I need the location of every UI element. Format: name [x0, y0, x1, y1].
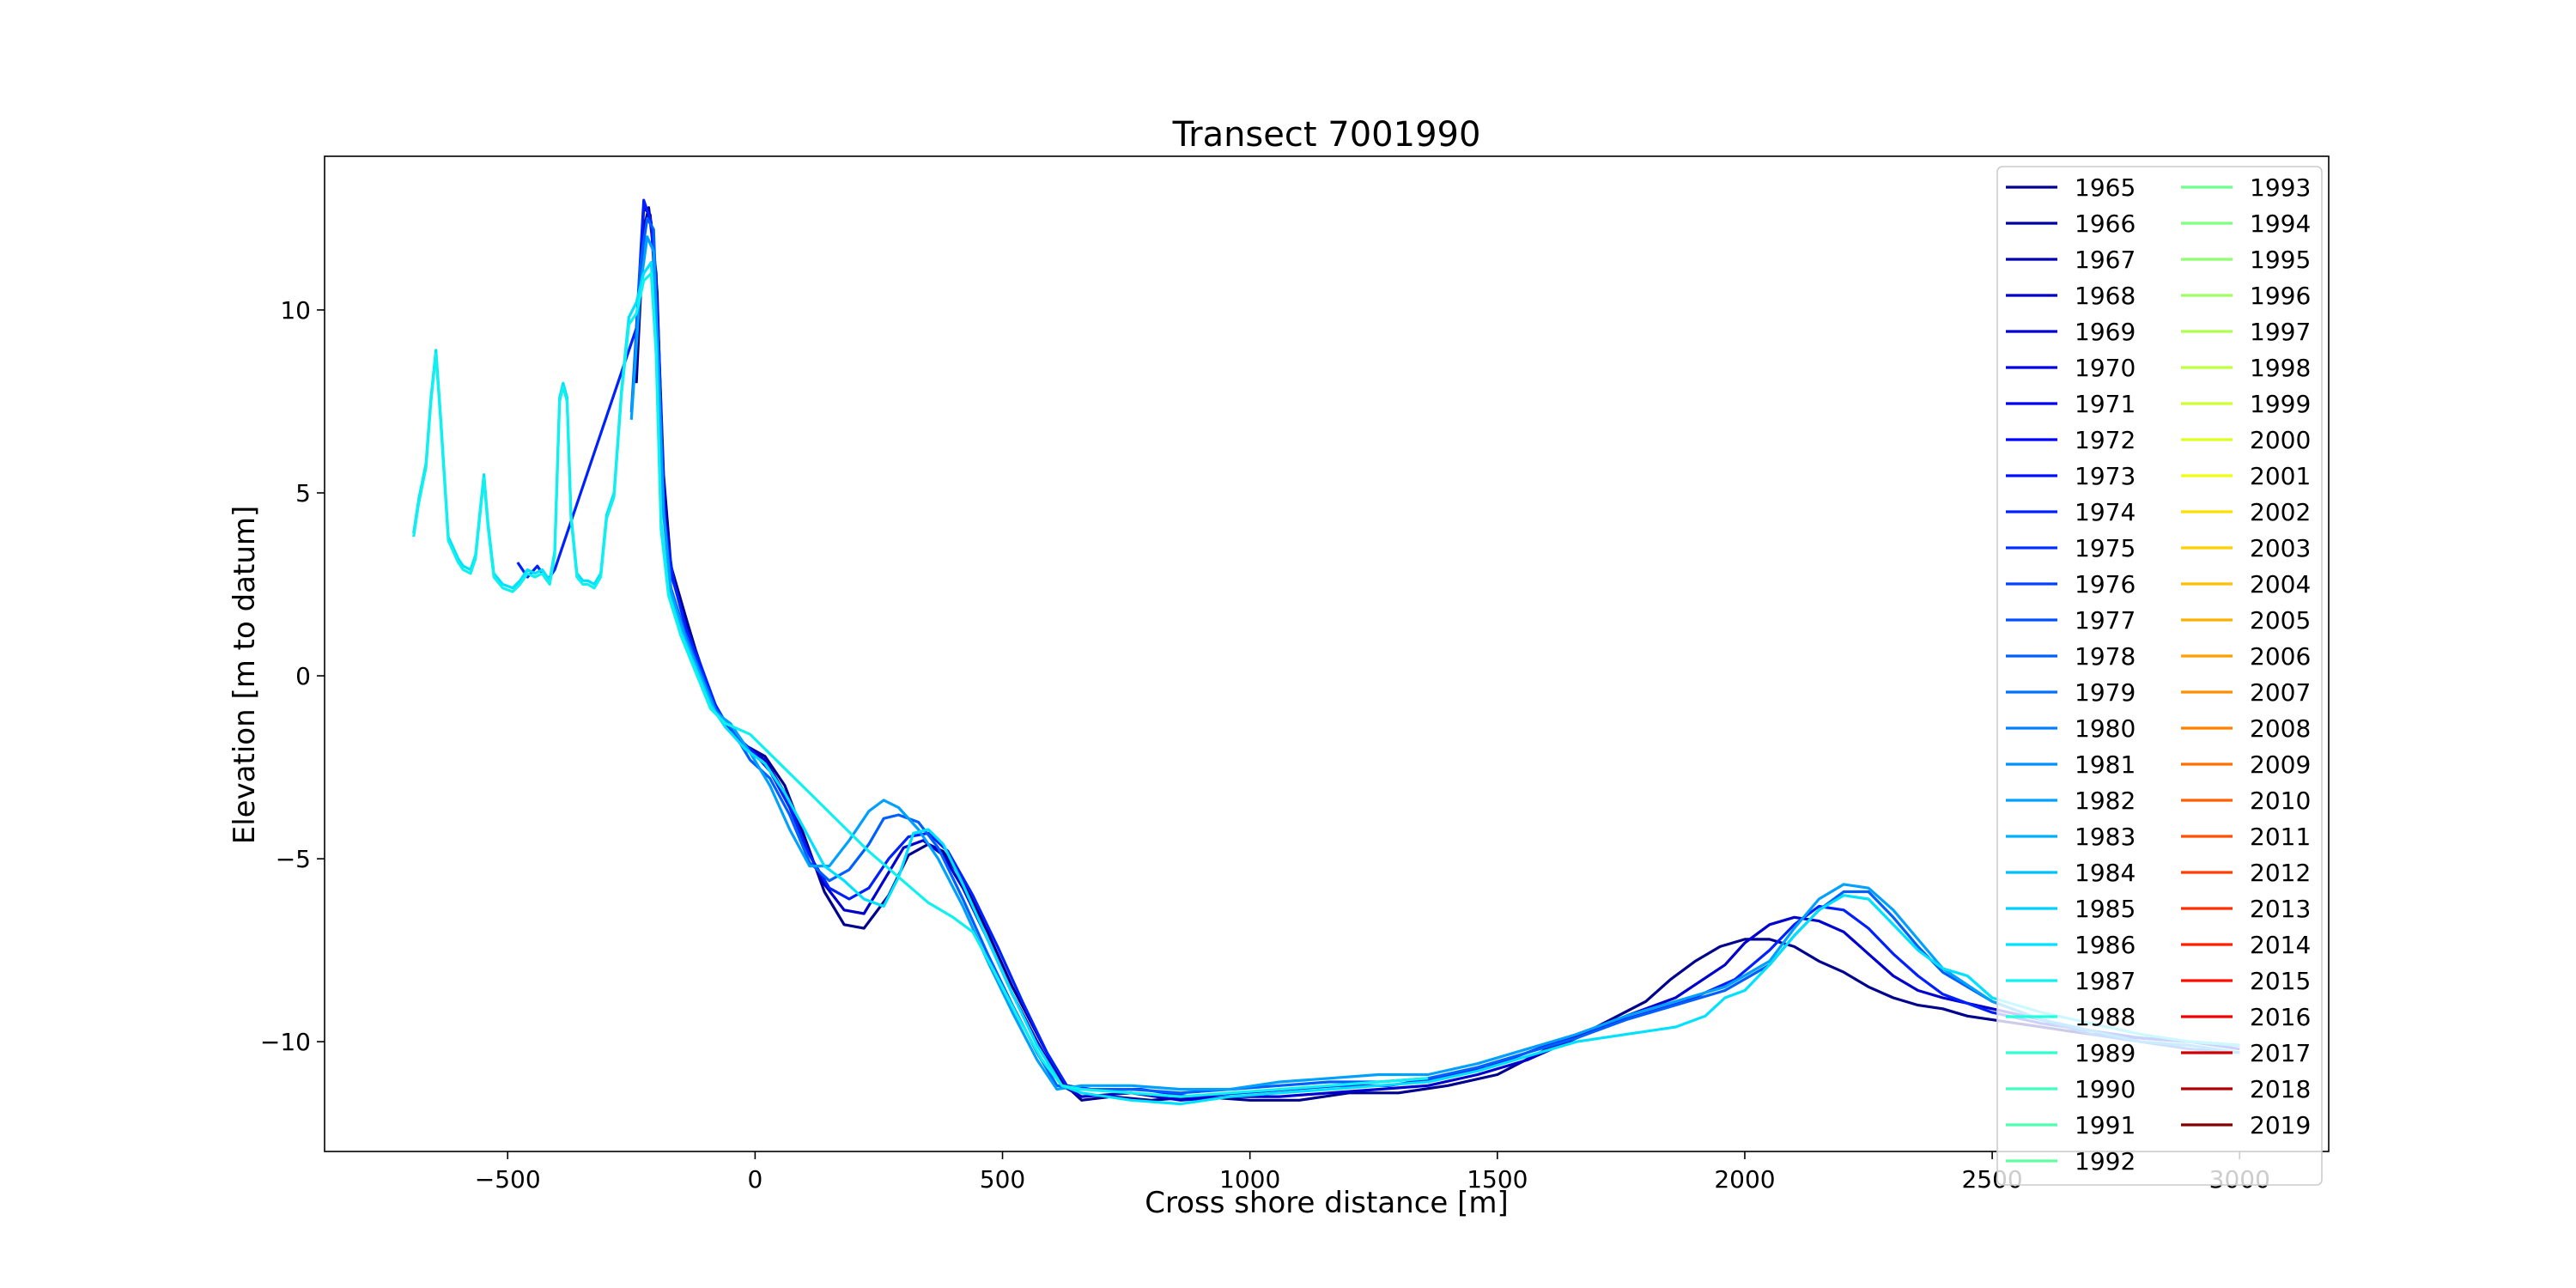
- legend-label: 1994: [2250, 210, 2311, 238]
- chart-title: Transect 7001990: [1172, 115, 1481, 155]
- y-axis-label: Elevation [m to datum]: [228, 506, 262, 845]
- x-tick-label: 1500: [1467, 1165, 1528, 1194]
- legend-label: 1980: [2075, 714, 2136, 743]
- legend-label: 2001: [2250, 462, 2311, 490]
- y-tick-label: −10: [260, 1028, 311, 1056]
- legend-label: 1984: [2075, 859, 2136, 887]
- legend: 1965 1966 1967 1968 1969 1970 1971 1972 1973 1974…: [1996, 166, 2323, 1186]
- y-tick-label: 0: [295, 662, 311, 690]
- legend-box: [1996, 166, 2323, 1186]
- legend-label: 1987: [2075, 967, 2136, 995]
- legend-label: 2000: [2250, 426, 2311, 454]
- legend-label: 2010: [2250, 787, 2311, 815]
- plot-frame: [324, 155, 2330, 1152]
- legend-label: 2018: [2250, 1075, 2311, 1103]
- legend-label: 1975: [2075, 534, 2136, 562]
- legend-label: 2009: [2250, 750, 2311, 779]
- legend-label: 2019: [2250, 1111, 2311, 1139]
- legend-label: 1965: [2075, 173, 2136, 202]
- legend-label: 1992: [2075, 1147, 2136, 1176]
- legend-label: 1985: [2075, 895, 2136, 923]
- legend-label: 1969: [2075, 318, 2136, 346]
- profile-line: [412, 271, 1429, 1098]
- y-tick-label: −5: [276, 845, 311, 873]
- legend-label: 1970: [2075, 354, 2136, 382]
- legend-label: 2017: [2250, 1039, 2311, 1067]
- x-tick-label: 1000: [1219, 1165, 1280, 1194]
- legend-label: 1993: [2250, 173, 2311, 202]
- legend-label: 2015: [2250, 967, 2311, 995]
- legend-label: 1972: [2075, 426, 2136, 454]
- profile-line: [412, 261, 2240, 1106]
- legend-label: 1966: [2075, 210, 2136, 238]
- legend-label: 2008: [2250, 714, 2311, 743]
- legend-label: 1977: [2075, 606, 2136, 635]
- x-tick-label: 500: [980, 1165, 1025, 1194]
- legend-label: 1981: [2075, 750, 2136, 779]
- legend-label: 2002: [2250, 498, 2311, 526]
- legend-label: 2006: [2250, 642, 2311, 671]
- legend-label: 1996: [2250, 282, 2311, 310]
- legend-label: 1983: [2075, 823, 2136, 851]
- legend-label: 1974: [2075, 498, 2136, 526]
- legend-label: 1971: [2075, 390, 2136, 418]
- legend-label: 2003: [2250, 534, 2311, 562]
- profile-lines: [412, 198, 2240, 1106]
- legend-label: 1973: [2075, 462, 2136, 490]
- legend-label: 2012: [2250, 859, 2311, 887]
- y-tick-label: 5: [295, 479, 311, 507]
- legend-label: 1999: [2250, 390, 2311, 418]
- legend-label: 1995: [2250, 246, 2311, 274]
- legend-label: 1976: [2075, 570, 2136, 598]
- legend-label: 1979: [2075, 678, 2136, 707]
- legend-label: 1978: [2075, 642, 2136, 671]
- y-tick-label: 10: [280, 296, 311, 325]
- legend-label: 1998: [2250, 354, 2311, 382]
- profile-line: [516, 198, 2240, 1098]
- legend-label: 2014: [2250, 931, 2311, 959]
- legend-label: 1988: [2075, 1003, 2136, 1031]
- legend-label: 1989: [2075, 1039, 2136, 1067]
- x-axis-label: Cross shore distance [m]: [1145, 1186, 1509, 1220]
- legend-label: 1968: [2075, 282, 2136, 310]
- legend-label: 2011: [2250, 823, 2311, 851]
- legend-label: 2016: [2250, 1003, 2311, 1031]
- legend-label: 1990: [2075, 1075, 2136, 1103]
- x-tick-label: 2000: [1714, 1165, 1775, 1194]
- legend-label: 1986: [2075, 931, 2136, 959]
- legend-label: 1982: [2075, 787, 2136, 815]
- legend-label: 1997: [2250, 318, 2311, 346]
- legend-label: 1991: [2075, 1111, 2136, 1139]
- legend-label: 2007: [2250, 678, 2311, 707]
- legend-label: 2013: [2250, 895, 2311, 923]
- legend-label: 2005: [2250, 606, 2311, 635]
- x-tick-label: 0: [747, 1165, 762, 1194]
- legend-label: 2004: [2250, 570, 2311, 598]
- legend-label: 1967: [2075, 246, 2136, 274]
- x-tick-label: −500: [475, 1165, 541, 1194]
